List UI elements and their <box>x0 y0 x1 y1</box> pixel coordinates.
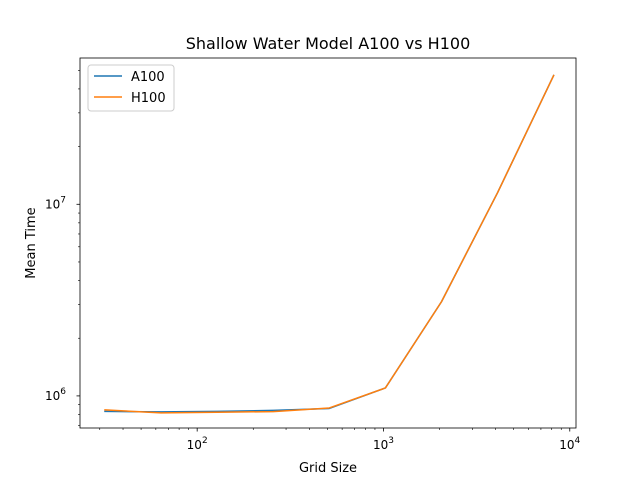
y-tick-label: 106 <box>45 387 66 403</box>
x-tick-label-base: 10 <box>187 438 202 452</box>
y-tick-label-base: 10 <box>45 197 60 211</box>
x-tick-label: 104 <box>559 436 580 452</box>
legend-label-h100: H100 <box>131 91 166 106</box>
legend: A100 H100 <box>87 64 175 112</box>
x-tick-label-exponent: 3 <box>388 436 394 446</box>
y-tick-label-exponent: 7 <box>60 195 66 205</box>
x-tick-label: 103 <box>373 436 394 452</box>
x-axis-ticks: 102 103 104 <box>99 428 581 452</box>
y-tick-label-exponent: 6 <box>60 387 66 397</box>
axes-frame <box>79 57 577 429</box>
x-axis-label: Grid Size <box>299 461 357 476</box>
chart-title: Shallow Water Model A100 vs H100 <box>186 34 471 53</box>
x-tick-label-base: 10 <box>373 438 388 452</box>
legend-label-a100: A100 <box>131 70 165 85</box>
y-tick-label: 107 <box>45 195 66 211</box>
series-layer <box>104 74 555 414</box>
y-axis-label: Mean Time <box>24 207 39 278</box>
x-tick-label-base: 10 <box>559 438 574 452</box>
y-tick-label-base: 10 <box>45 389 60 403</box>
series-line-h100 <box>104 74 555 414</box>
x-tick-label: 102 <box>187 436 208 452</box>
x-tick-label-exponent: 4 <box>575 436 581 446</box>
x-tick-label-exponent: 2 <box>202 436 208 446</box>
